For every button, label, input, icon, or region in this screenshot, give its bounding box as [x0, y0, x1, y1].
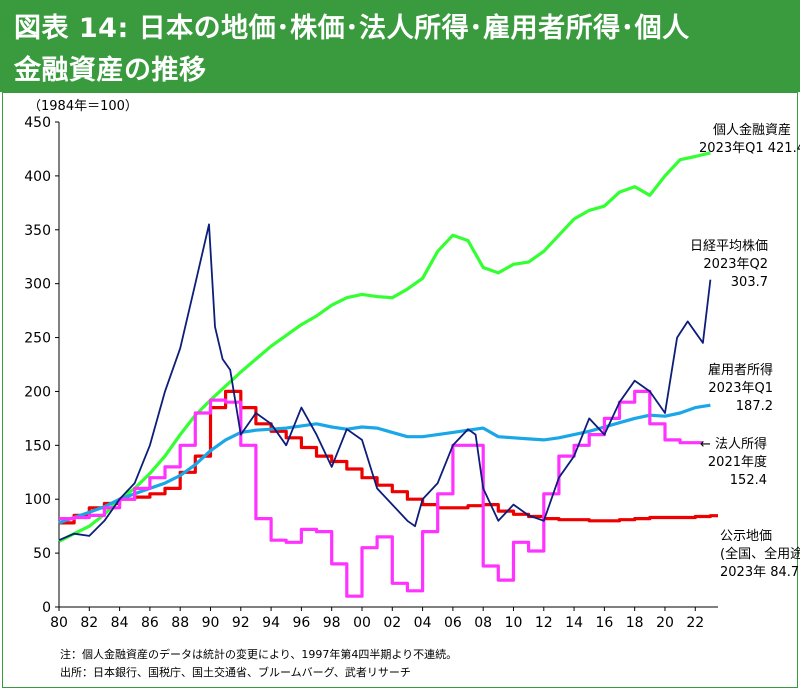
x-tick-label: 20 [656, 615, 674, 631]
arrow-annotation: ← [700, 437, 711, 452]
x-tick-label: 90 [202, 615, 220, 631]
land_price-line [59, 389, 718, 525]
x-tick-label: 02 [383, 615, 401, 631]
x-tick-label: 92 [232, 615, 250, 631]
x-tick-label: 06 [444, 615, 462, 631]
y-tick-label: 50 [33, 546, 51, 562]
x-tick-label: 88 [171, 615, 189, 631]
y-tick-label: 0 [42, 600, 51, 616]
employee_income-line [58, 403, 711, 525]
chart-frame [2, 92, 798, 688]
x-tick-label: 04 [414, 615, 432, 631]
financial_assets-line [58, 151, 711, 543]
series-labels: 個人金融資産 2023年Q1 421.4 日経平均株価 2023年Q2 303.7 雇用者… [690, 122, 800, 580]
x-tick-label: 86 [141, 615, 159, 631]
employee_income-label-line: 187.2 [736, 399, 773, 414]
title-line-2: 金融資産の推移 [14, 55, 207, 86]
x-tick-label: 08 [474, 615, 492, 631]
x-tick-label: 84 [111, 615, 129, 631]
y-tick-label: 350 [24, 223, 51, 239]
x-tick-label: 18 [626, 615, 644, 631]
x-tick-label: 96 [292, 615, 310, 631]
y-tick-label: 150 [24, 438, 51, 454]
title-line-1: 図表 14: 日本の地価･株価･法人所得･雇用者所得･個人 [14, 13, 690, 44]
nikkei-label-line: 303.7 [731, 275, 768, 290]
y-tick-label: 300 [24, 277, 51, 293]
x-tick-label: 98 [323, 615, 341, 631]
y-tick-label: 100 [24, 492, 51, 508]
line-chart: （1984年＝100） 0 50 100 150 200 250 300 350 400 450 80… [24, 99, 800, 631]
x-tick-label: 14 [565, 615, 583, 631]
nikkei-label-line: 2023年Q2 [703, 257, 768, 272]
y-tick-label: 400 [24, 169, 51, 185]
nikkei-label-line: 日経平均株価 [690, 239, 768, 254]
footnote: 注：個人金融資産のデータは統計の変更により、1997年第4四半期より不連続。 [60, 648, 458, 661]
series-lines [58, 151, 718, 598]
title-banner: 図表 14: 日本の地価･株価･法人所得･雇用者所得･個人 金融資産の推移 [0, 0, 800, 92]
corporate_income-line [59, 389, 703, 598]
x-tick-label: 12 [535, 615, 553, 631]
corporate_income-label-line: 152.4 [730, 473, 767, 488]
land_price-label-line: (全国、全用途) [720, 546, 800, 562]
x-tick-label: 94 [262, 615, 280, 631]
x-tick-label: 22 [686, 615, 704, 631]
x-tick-label: 16 [595, 615, 613, 631]
y-tick-label: 200 [24, 384, 51, 400]
corporate_income-label-line: 2021年度 [708, 454, 767, 470]
x-tick-label: 80 [50, 615, 68, 631]
employee_income-label-line: 雇用者所得 [708, 362, 773, 378]
x-tick-label: 10 [505, 615, 523, 631]
corporate_income-label-line: 法人所得 [715, 436, 767, 452]
land_price-label-line: 公示地価 [720, 529, 772, 544]
nikkei-line [58, 223, 712, 542]
y-tick-label: 250 [24, 331, 51, 347]
financial_assets-label-line: 2023年Q1 421.4 [699, 141, 800, 156]
financial_assets-label-line: 個人金融資産 [713, 122, 791, 138]
x-tick-label: 00 [353, 615, 371, 631]
unit-label: （1984年＝100） [28, 99, 138, 114]
land_price-label-line: 2023年 84.7 [720, 565, 799, 580]
employee_income-label-line: 2023年Q1 [708, 381, 773, 396]
axes: （1984年＝100） 0 50 100 150 200 250 300 350 400 450 80… [24, 99, 718, 631]
x-tick-label: 82 [80, 615, 98, 631]
y-tick-label: 450 [24, 115, 51, 131]
source-note: 出所：日本銀行、国税庁、国土交通省、ブルームバーグ、武者リサーチ [60, 666, 411, 679]
